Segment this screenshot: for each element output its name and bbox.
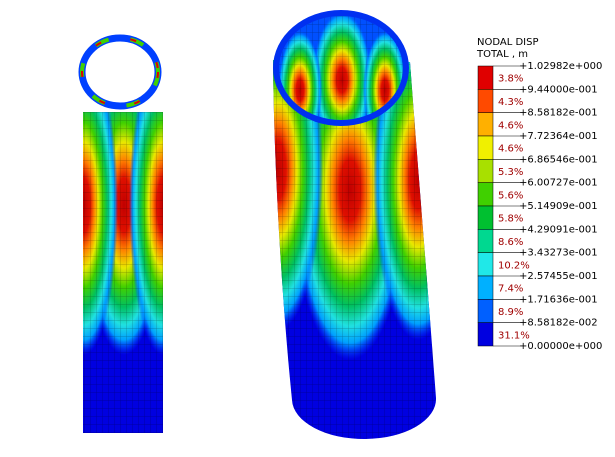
legend-percent: 5.3% (498, 167, 523, 178)
left-cylinder (83, 112, 163, 433)
legend-percent: 10.2% (498, 260, 530, 271)
legend-level: +1.02982e+000 (519, 61, 602, 72)
legend-percent: 31.1% (498, 330, 530, 341)
legend-level: +2.57455e-001 (519, 271, 598, 282)
legend-swatch (477, 182, 494, 207)
ring-view (78, 34, 162, 110)
legend-title: NODAL DISP (477, 37, 539, 48)
legend-percent: 7.4% (498, 284, 523, 295)
legend-swatch (477, 229, 494, 253)
legend-swatch (477, 275, 494, 300)
legend-level: +7.72364e-001 (519, 131, 598, 142)
legend-percent: 5.8% (498, 214, 523, 225)
legend-level: +8.58182e-002 (519, 318, 598, 329)
legend-level: +9.44000e-001 (519, 84, 598, 95)
legend-percent: 8.9% (498, 307, 523, 318)
legend-percent: 4.6% (498, 144, 523, 155)
legend-percent: 3.8% (498, 74, 523, 85)
legend-swatch (477, 252, 494, 277)
legend-level: +5.14909e-001 (519, 201, 598, 212)
legend-percent: 5.6% (498, 190, 523, 201)
legend-swatch (477, 65, 494, 90)
legend-level: +3.43273e-001 (519, 248, 598, 259)
legend-swatch (477, 159, 494, 183)
legend-swatch (477, 299, 494, 323)
legend-swatch (477, 112, 494, 137)
legend: NODAL DISP TOTAL , m 3.8% 4.3% 4.6% 4.6% 5.3… (476, 37, 602, 352)
legend-level: +0.00000e+000 (519, 341, 602, 352)
legend-level: +6.00727e-001 (519, 178, 598, 189)
legend-swatch (477, 205, 494, 230)
legend-level: +1.71636e-001 (519, 294, 598, 305)
legend-percent: 4.3% (498, 97, 523, 108)
legend-percent: 4.6% (498, 120, 523, 131)
cylinder-opening (273, 10, 409, 126)
legend-percent: 8.6% (498, 237, 523, 248)
legend-level: +8.58182e-001 (519, 108, 598, 119)
legend-level: +6.86546e-001 (519, 154, 598, 165)
legend-level: +4.29091e-001 (519, 224, 598, 235)
legend-swatch (477, 89, 494, 113)
legend-subtitle: TOTAL , m (476, 49, 528, 60)
legend-swatch (477, 135, 494, 160)
legend-swatch (477, 322, 494, 347)
